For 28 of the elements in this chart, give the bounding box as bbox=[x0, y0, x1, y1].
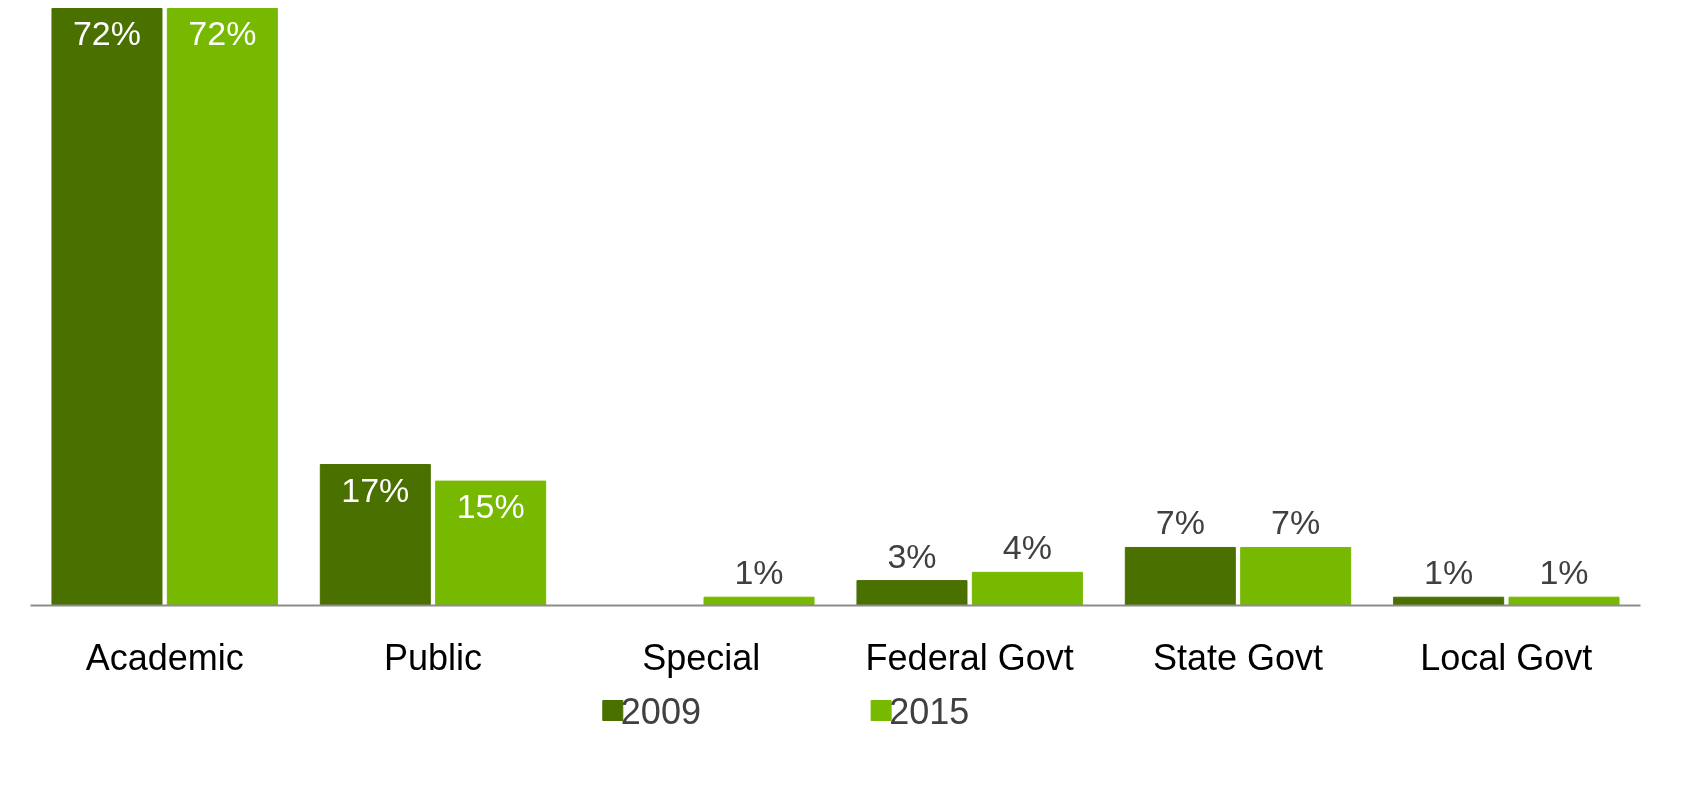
data-label: 4% bbox=[1002, 528, 1052, 567]
data-label: 15% bbox=[456, 487, 525, 526]
x-tick-label: Federal Govt bbox=[865, 636, 1074, 678]
bar bbox=[1240, 546, 1352, 606]
bar bbox=[856, 580, 968, 606]
bar bbox=[435, 480, 547, 606]
data-label: 1% bbox=[1424, 553, 1474, 592]
bar bbox=[1508, 596, 1620, 606]
x-tick-label: Special bbox=[642, 636, 761, 678]
data-label: 3% bbox=[887, 536, 937, 575]
x-tick-label: Public bbox=[383, 636, 483, 678]
bar bbox=[166, 7, 278, 606]
bar bbox=[51, 7, 163, 606]
bar bbox=[971, 571, 1083, 606]
data-label: 17% bbox=[341, 470, 410, 509]
bar bbox=[319, 464, 431, 606]
bar bbox=[1393, 596, 1505, 606]
data-label: 1% bbox=[1539, 553, 1589, 592]
bar bbox=[1124, 546, 1236, 606]
x-tick-label: Academic bbox=[85, 636, 244, 678]
data-label: 72% bbox=[72, 14, 142, 53]
bar bbox=[703, 596, 815, 606]
data-label: 7% bbox=[1271, 503, 1321, 542]
data-label: 1% bbox=[734, 553, 784, 592]
x-tick-label: State Govt bbox=[1152, 636, 1324, 678]
data-label: 72% bbox=[188, 14, 257, 53]
data-label: 7% bbox=[1155, 503, 1205, 542]
x-tick-label: Local Govt bbox=[1420, 636, 1593, 678]
